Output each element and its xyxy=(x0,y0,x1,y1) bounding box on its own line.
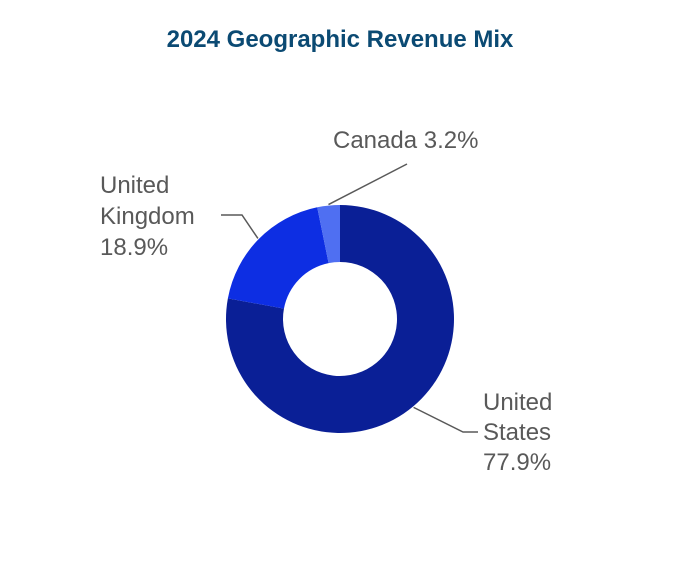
chart-title: 2024 Geographic Revenue Mix xyxy=(166,26,514,53)
slice-labels: United States 77.9% United Kingdom 18.9% Canad… xyxy=(100,127,552,476)
slice-label-line: 18.9% xyxy=(100,234,168,261)
slice-label-line: 77.9% xyxy=(483,449,551,476)
leader-line-united-states xyxy=(413,406,478,433)
slice-label-line: States xyxy=(483,419,551,446)
slice-label-line: Canada 3.2% xyxy=(333,127,478,154)
leader-line-canada xyxy=(328,163,408,206)
slice-united-states xyxy=(226,205,455,433)
slice-label-united-states: United States 77.9% xyxy=(483,389,552,476)
leader-lines xyxy=(221,163,478,433)
slice-label-united-kingdom: United Kingdom 18.9% xyxy=(100,172,195,261)
slice-united-kingdom xyxy=(227,207,329,309)
leader-line-united-kingdom xyxy=(221,214,259,239)
slice-label-line: United xyxy=(100,172,169,199)
slice-label-line: United xyxy=(483,389,552,416)
slice-label-line: Kingdom xyxy=(100,203,195,230)
slice-label-canada: Canada 3.2% xyxy=(333,127,478,154)
slice-canada xyxy=(317,205,340,264)
donut-slices xyxy=(226,205,455,433)
